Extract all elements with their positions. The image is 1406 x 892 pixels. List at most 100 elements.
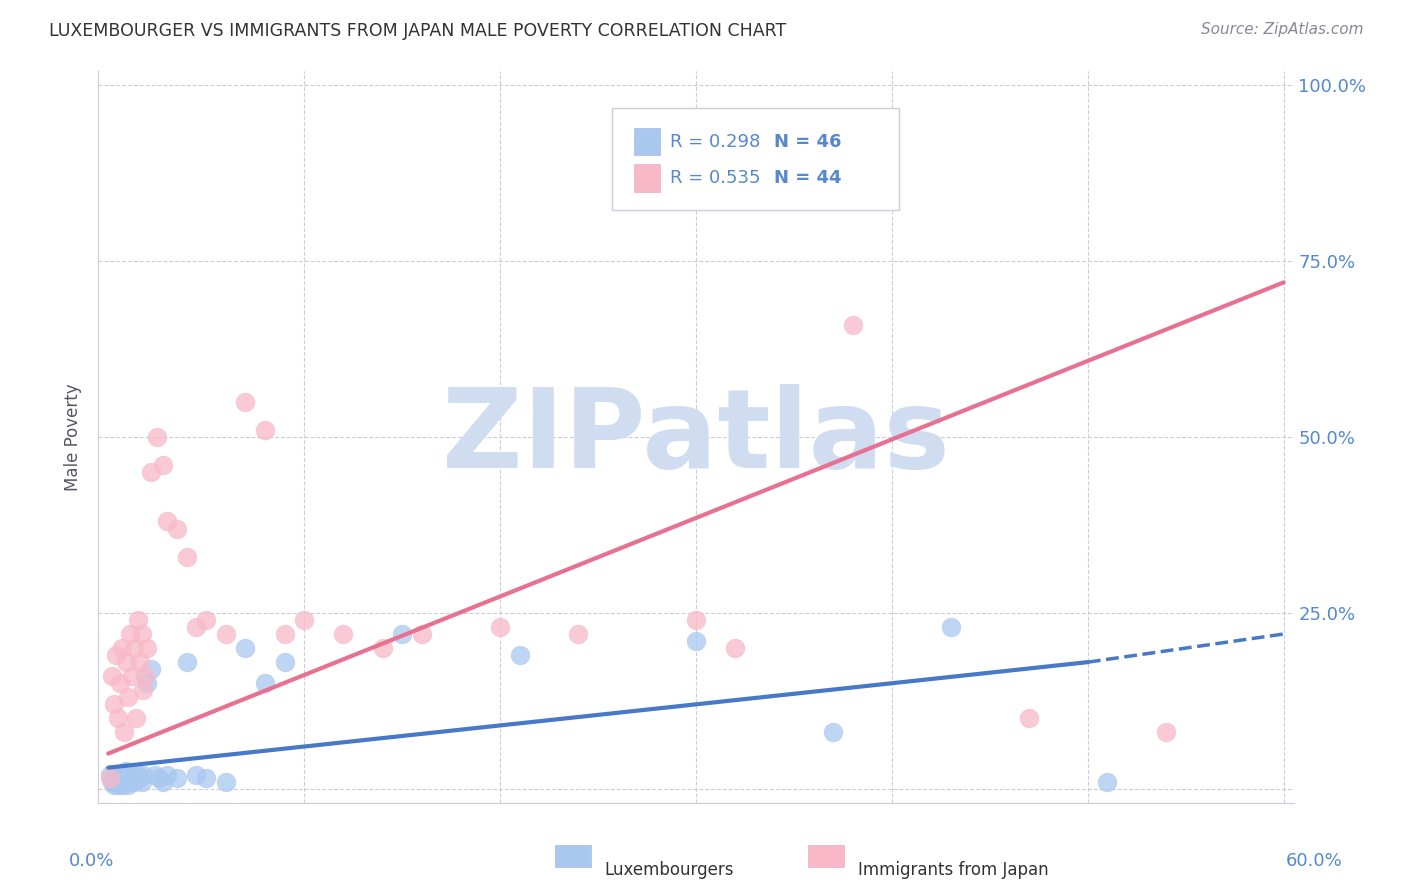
Point [101,774,124,789]
Point [1154,725,1177,739]
Point [132,683,155,698]
Point [108,767,131,781]
Point [685,613,707,627]
Point [112,767,135,781]
Point [391,627,413,641]
Point [105,767,128,781]
Point [186,620,208,634]
Text: ZIPatlas: ZIPatlas [441,384,950,491]
Point [122,641,145,656]
Point [107,771,129,785]
Point [107,778,129,792]
Point [273,627,295,641]
Text: R = 0.535: R = 0.535 [669,169,761,187]
Point [136,641,159,656]
Y-axis label: Male Poverty: Male Poverty [65,384,83,491]
Point [141,465,163,479]
Text: Immigrants from Japan: Immigrants from Japan [858,861,1049,879]
Point [783,113,806,128]
Text: 60.0%: 60.0% [1286,852,1343,870]
Point [117,690,139,705]
Point [371,641,394,656]
Point [112,725,135,739]
Point [146,430,169,444]
Point [1018,711,1040,725]
Point [118,627,141,641]
Point [141,662,163,676]
Point [121,767,143,781]
Point [292,613,315,627]
Point [235,641,257,656]
Text: Luxembourgers: Luxembourgers [605,861,734,879]
Point [103,698,125,712]
Point [166,771,188,785]
Point [156,515,179,529]
Point [127,613,149,627]
Point [111,771,134,785]
Point [111,641,134,656]
Point [107,711,129,725]
Point [111,778,134,792]
Point [118,771,141,785]
Point [152,458,174,473]
Point [489,620,512,634]
Point [115,771,138,785]
Point [567,627,589,641]
Point [101,669,124,683]
Text: R = 0.298: R = 0.298 [669,133,761,151]
Point [273,655,295,669]
Point [724,641,747,656]
Point [131,627,153,641]
Point [127,767,149,781]
Point [152,774,174,789]
FancyBboxPatch shape [634,128,661,155]
Point [108,676,131,690]
Point [128,655,150,669]
Point [823,725,845,739]
Point [115,764,138,779]
Point [117,778,139,792]
Point [131,774,153,789]
Point [215,627,238,641]
Text: LUXEMBOURGER VS IMMIGRANTS FROM JAPAN MALE POVERTY CORRELATION CHART: LUXEMBOURGER VS IMMIGRANTS FROM JAPAN MA… [49,22,786,40]
Text: N = 44: N = 44 [773,169,841,187]
FancyBboxPatch shape [613,108,900,211]
Point [253,423,276,437]
Point [115,655,138,669]
Point [166,521,188,535]
FancyBboxPatch shape [634,164,661,192]
Point [136,676,159,690]
Point [509,648,531,662]
Point [98,767,121,781]
Point [103,771,125,785]
Point [176,549,198,564]
Point [105,648,128,662]
Point [122,774,145,789]
Point [132,767,155,781]
Point [215,774,238,789]
Point [103,778,125,792]
Point [105,774,128,789]
Point [134,669,156,683]
Point [186,767,208,781]
Point [124,711,146,725]
Point [121,669,143,683]
Point [411,627,433,641]
Point [124,771,146,785]
Point [1097,774,1119,789]
Point [841,318,863,332]
Point [148,771,170,785]
Text: N = 46: N = 46 [773,133,841,151]
Point [112,774,135,789]
Text: 0.0%: 0.0% [69,852,114,870]
Point [195,613,218,627]
Point [156,767,179,781]
Point [98,771,121,785]
Point [195,771,218,785]
Point [143,767,166,781]
Point [176,655,198,669]
Point [235,395,257,409]
Text: Source: ZipAtlas.com: Source: ZipAtlas.com [1201,22,1364,37]
Point [128,771,150,785]
Point [685,634,707,648]
